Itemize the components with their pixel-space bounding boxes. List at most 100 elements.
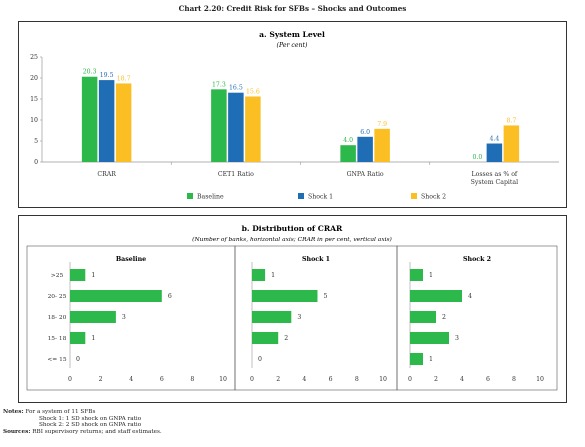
y-tick-label: 15: [30, 96, 38, 103]
bar-value-label: 7.9: [377, 121, 387, 128]
x-tick-label: 0: [68, 376, 72, 383]
bar-value-label: 0: [76, 356, 80, 363]
crar-bucket-label: 18- 20: [48, 315, 67, 321]
bar-value-label: 17.3: [212, 81, 226, 88]
x-tick-label: 6: [329, 376, 333, 383]
bar-value-label: 2: [442, 314, 446, 321]
category-label: CET1 Ratio: [218, 171, 254, 178]
bar-value-label: 1: [91, 272, 95, 279]
x-tick-label: 2: [99, 376, 103, 383]
bar: [228, 92, 244, 162]
x-tick-label: 2: [434, 376, 438, 383]
bar: [357, 136, 373, 162]
y-tick-label: 20: [30, 75, 38, 82]
bar-value-label: 4.0: [343, 137, 353, 144]
bar-value-label: 2: [284, 335, 288, 342]
y-tick-label: 0: [34, 159, 38, 166]
footnotes: Notes: For a system of 11 SFBs Shock 1: …: [3, 409, 162, 435]
bar: [252, 269, 266, 281]
bar: [410, 269, 423, 281]
bar: [70, 269, 86, 281]
bar-value-label: 3: [297, 314, 301, 321]
sources-text: RBI supervisory returns; and staff estim…: [32, 428, 162, 435]
bar-value-label: 0.0: [472, 154, 482, 161]
panel-b-title: b. Distribution of CRAR: [242, 224, 343, 233]
crar-bucket-label: 15- 18: [48, 336, 67, 342]
crar-distribution-chart: b. Distribution of CRAR (Number of banks,…: [26, 224, 558, 391]
bar-value-label: 6.0: [360, 129, 370, 136]
subpanel-title: Baseline: [116, 256, 146, 263]
crar-distribution-panel: b. Distribution of CRAR (Number of banks,…: [18, 215, 567, 403]
x-tick-label: 10: [219, 376, 227, 383]
bar-value-label: 8.7: [506, 117, 516, 124]
x-tick-label: 8: [190, 376, 194, 383]
bar: [70, 290, 162, 302]
bar: [410, 353, 423, 365]
x-tick-label: 0: [408, 376, 412, 383]
x-tick-label: 6: [160, 376, 164, 383]
x-tick-label: 6: [486, 376, 490, 383]
x-tick-label: 8: [355, 376, 359, 383]
system-level-panel: a. System Level (Per cent) 0 5 10 15 20 25 20.3 1…: [18, 21, 567, 208]
bar-value-label: 6: [168, 293, 172, 300]
category-label: CRAR: [97, 171, 116, 178]
category-label: GNPA Ratio: [347, 171, 384, 178]
note-line-2: Shock 1: 1 SD shock on GNPA ratio: [39, 415, 142, 422]
bar: [252, 311, 292, 323]
x-tick-label: 2: [276, 376, 280, 383]
note-line-3: Shock 2: 2 SD shock on GNPA ratio: [39, 422, 142, 429]
bar-value-label: 1: [429, 272, 433, 279]
bar-value-label: 4.4: [489, 136, 499, 143]
bar-value-label: 1: [429, 356, 433, 363]
bar-value-label: 3: [455, 335, 459, 342]
bar-value-label: 4: [468, 293, 472, 300]
bar: [252, 290, 318, 302]
bar: [81, 76, 98, 162]
x-tick-label: 0: [250, 376, 254, 383]
bar: [70, 311, 116, 323]
bar: [70, 332, 86, 344]
x-tick-label: 4: [460, 376, 464, 383]
x-tick-label: 4: [302, 376, 306, 383]
chart-title: Chart 2.20: Credit Risk for SFBs – Shock…: [178, 4, 407, 13]
legend-swatch: [298, 193, 304, 199]
x-tick-label: 10: [536, 376, 544, 383]
bar: [410, 290, 462, 302]
panel-a-subtitle: (Per cent): [277, 42, 308, 49]
bar: [252, 332, 279, 344]
bar: [211, 89, 227, 162]
x-tick-label: 4: [129, 376, 133, 383]
crar-bucket-label: 20- 25: [48, 294, 67, 300]
sources-label: Sources:: [3, 428, 31, 435]
legend-label: Shock 2: [421, 194, 446, 201]
bar-value-label: 1: [271, 272, 275, 279]
notes-label: Notes:: [3, 409, 24, 415]
panel-b-subtitle: (Number of banks, horizontal axis; CRAR …: [192, 236, 392, 243]
legend-label: Baseline: [197, 194, 224, 201]
category-label: Losses as % of System Capital: [471, 171, 518, 186]
bar: [410, 311, 436, 323]
bar: [245, 96, 261, 162]
subpanel-frame: [396, 245, 558, 391]
bar-value-label: 0: [258, 356, 262, 363]
crar-bucket-label: <= 15: [47, 357, 66, 363]
y-tick-label: 10: [30, 117, 38, 124]
bar: [115, 83, 132, 162]
x-tick-label: 8: [512, 376, 516, 383]
y-tick-label: 5: [34, 138, 38, 145]
legend-swatch: [411, 193, 417, 199]
bar-value-label: 19.5: [100, 72, 114, 79]
bar-value-label: 1: [91, 335, 95, 342]
bar: [98, 80, 115, 162]
bar-value-label: 5: [324, 293, 328, 300]
note-line-1: For a system of 11 SFBs: [25, 409, 96, 415]
bar: [340, 145, 356, 162]
bar: [410, 332, 449, 344]
x-tick-label: 10: [379, 376, 387, 383]
bar-value-label: 3: [122, 314, 126, 321]
bar: [374, 128, 390, 162]
bar: [503, 125, 520, 162]
bar-value-label: 15.6: [246, 88, 260, 95]
bar-value-label: 18.7: [117, 75, 131, 82]
